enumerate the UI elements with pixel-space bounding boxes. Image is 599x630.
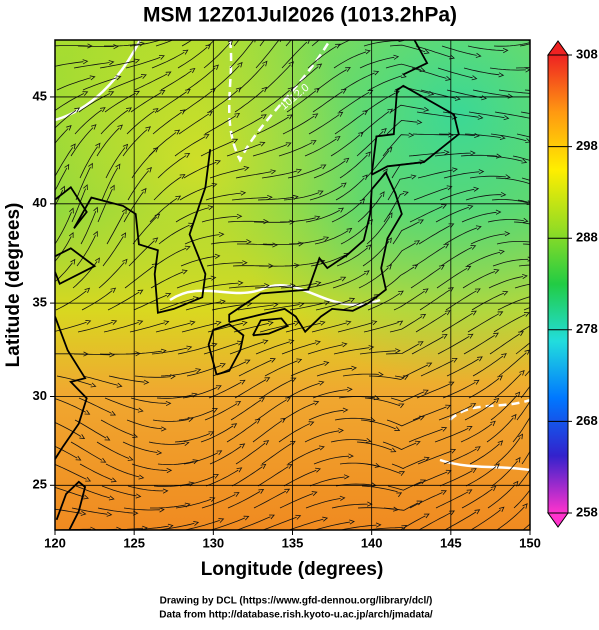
streamline-arrow: [530, 182, 535, 186]
y-axis-label: Latitude (degrees): [3, 203, 24, 368]
x-tick-label: 140: [361, 535, 383, 550]
x-tick-label: 145: [440, 535, 462, 550]
chart-title: MSM 12Z01Jul2026 (1013.2hPa): [143, 4, 457, 27]
streamline-arrow: [537, 429, 541, 434]
streamline-arrow: [531, 409, 535, 414]
colorbar-tick-label: 298: [576, 138, 598, 153]
x-tick-label: 125: [123, 535, 145, 550]
y-tick-label: 45: [33, 88, 47, 103]
x-tick-label: 120: [44, 535, 66, 550]
colorbar-tick-label: 278: [576, 321, 598, 336]
x-axis-label: Longitude (degrees): [201, 559, 384, 580]
streamline-arrow: [187, 30, 192, 34]
colorbar-extend: [548, 513, 568, 527]
streamline-arrow: [532, 240, 537, 244]
x-tick-label: 150: [519, 535, 541, 550]
colorbar-tick-label: 288: [576, 230, 598, 245]
streamline-arrow: [530, 294, 535, 298]
credit: Data from http://database.rish.kyoto-u.a…: [159, 610, 433, 621]
colorbar-tick-label: 268: [576, 413, 598, 428]
streamline-arrow: [543, 330, 548, 334]
colorbar: [548, 55, 568, 513]
plot-area: 1012.0: [45, 14, 565, 531]
y-tick-label: 35: [33, 295, 47, 310]
x-tick-label: 135: [282, 535, 304, 550]
y-tick-label: 30: [33, 388, 47, 403]
streamline-arrow: [534, 92, 539, 96]
streamline-arrow: [535, 387, 539, 392]
y-tick-label: 25: [33, 477, 47, 492]
colorbar-extend: [548, 41, 568, 55]
x-tick-label: 130: [202, 535, 224, 550]
streamline-arrow: [552, 32, 557, 36]
streamline-arrow: [534, 477, 538, 482]
streamline-arrow: [535, 452, 539, 457]
streamline-arrow: [371, 31, 376, 35]
streamline-arrow: [541, 366, 546, 371]
credit: Drawing by DCL (https://www.gfd-dennou.o…: [160, 596, 433, 607]
y-tick-label: 40: [33, 195, 47, 210]
colorbar-tick-label: 308: [576, 46, 598, 61]
colorbar-tick-label: 258: [576, 504, 598, 519]
